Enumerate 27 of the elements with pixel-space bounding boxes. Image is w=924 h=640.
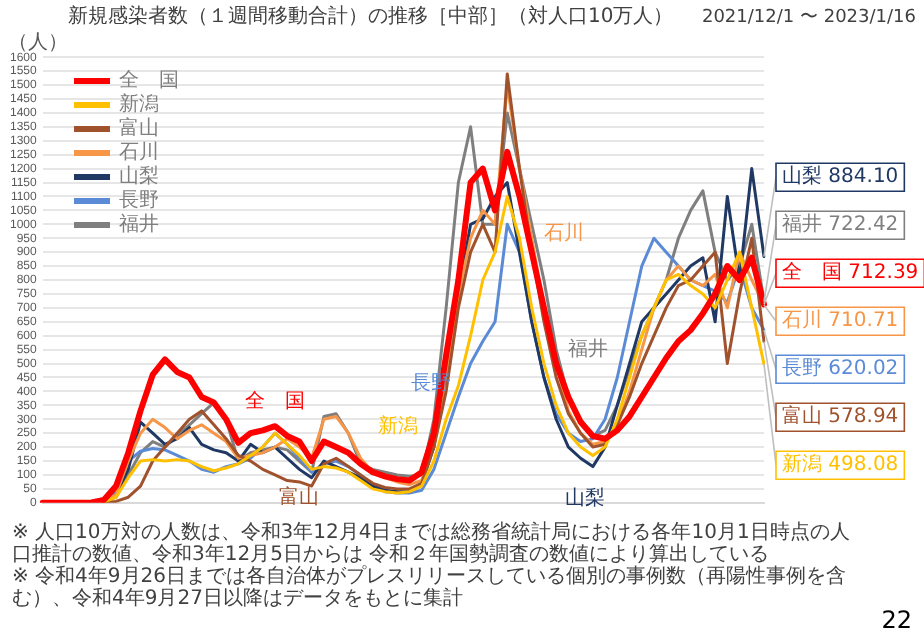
legend-label: 新潟 bbox=[118, 93, 159, 117]
legend-label: 山梨 bbox=[118, 165, 159, 190]
text: 全 国 bbox=[244, 391, 305, 414]
legend-label: 全 国 bbox=[118, 69, 179, 93]
text: 福井 bbox=[568, 338, 609, 361]
text: 全 国 712.39 bbox=[782, 262, 919, 285]
y-axis-title: （人） bbox=[8, 30, 68, 54]
text: 富山 bbox=[279, 487, 320, 510]
text: 長野 bbox=[410, 372, 451, 395]
text: 山梨 bbox=[564, 487, 605, 510]
text: 新潟 bbox=[378, 416, 419, 439]
text: 長野 620.02 bbox=[782, 358, 899, 381]
text: 富山 578.94 bbox=[782, 406, 899, 429]
text: 2021/12/1 〜 2023/1/16 bbox=[701, 6, 916, 30]
text: 石川 710.71 bbox=[782, 310, 899, 333]
text: ※ 人口10万対の人数は、令和3年12月4日までは総務省統計局における各年10月1日時点の人口推計の数値、令和3年12月5日からは 令和２年国勢調査の数値により算出している bbox=[12, 522, 852, 566]
text: 新潟 498.08 bbox=[782, 454, 899, 477]
legend-label: 福井 bbox=[118, 213, 159, 238]
legend-label: 富山 bbox=[118, 117, 159, 141]
legend-label: 石川 bbox=[118, 141, 159, 165]
legend-label: 長野 bbox=[118, 189, 159, 213]
text: ※ 令和4年9月26日までは各自治体がプレスリリースしている個別の事例数（再陽性事例を含む）、令和4年9月27日以降はデータをもとに集計 bbox=[12, 566, 849, 610]
text: 山梨 884.10 bbox=[782, 166, 899, 189]
text: 石川 bbox=[543, 223, 584, 246]
chart-title: 新規感染者数（１週間移動合計）の推移［中部］（対人口10万人） bbox=[68, 3, 674, 30]
text: 22 bbox=[881, 606, 912, 634]
text: 福井 722.42 bbox=[782, 214, 899, 237]
